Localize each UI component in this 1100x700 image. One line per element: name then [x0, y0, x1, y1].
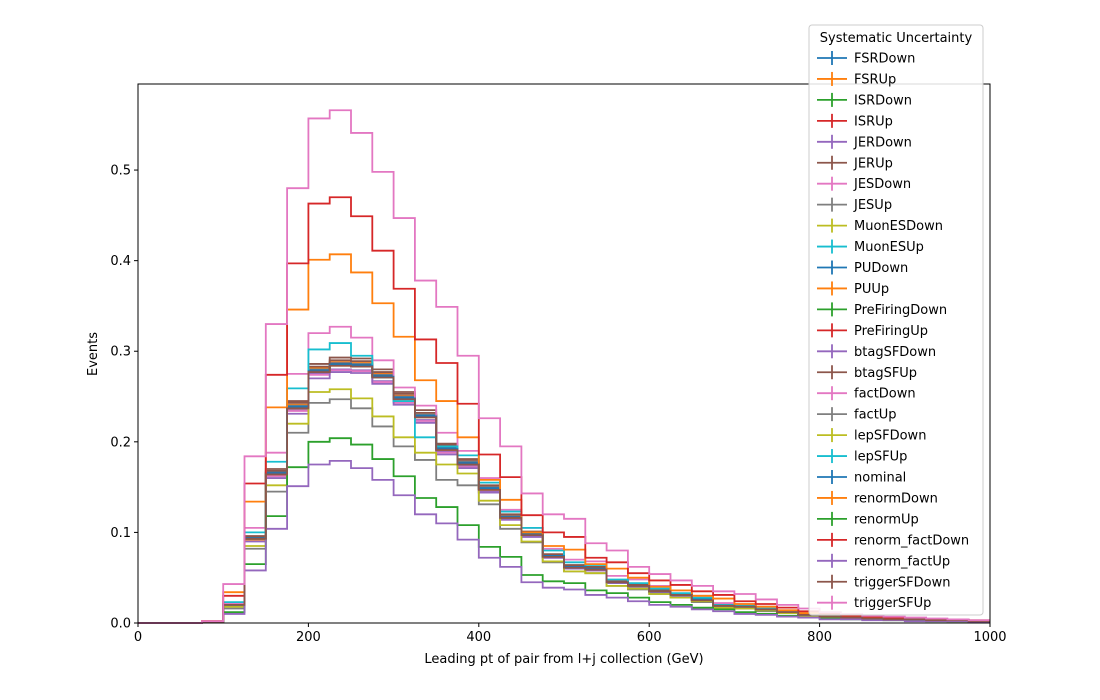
x-tick-label: 0 [134, 630, 142, 645]
series-line-renorm_factUp [138, 459, 990, 624]
legend-item-renorm_factUp: renorm_factUp [817, 553, 950, 569]
legend-item-btagSFUp: btagSFUp [817, 365, 917, 381]
legend-label: PreFiringDown [854, 303, 947, 318]
legend-label: ISRDown [854, 93, 912, 108]
series-line-triggerSFDown [138, 364, 990, 624]
legend-label: factUp [854, 408, 897, 423]
legend-item-ISRUp: ISRUp [817, 113, 893, 129]
legend-label: triggerSFDown [854, 575, 950, 590]
legend-label: FSRDown [854, 52, 915, 67]
x-axis: 0 200 400 600 800 1000 [134, 623, 1007, 645]
legend-label: JERDown [853, 135, 912, 150]
legend-item-JERUp: JERUp [817, 155, 893, 171]
legend-item-nominal: nominal [817, 470, 906, 486]
y-tick-label: 0.3 [110, 345, 131, 360]
legend-item-JERDown: JERDown [817, 134, 912, 150]
legend-item-lepSFUp: lepSFUp [817, 449, 907, 465]
legend-item-triggerSFDown: triggerSFDown [817, 574, 950, 590]
legend-item-PUUp: PUUp [817, 281, 889, 297]
legend-label: ISRUp [854, 114, 893, 129]
legend-item-JESDown: JESDown [817, 176, 911, 192]
y-tick-label: 0.4 [110, 254, 131, 269]
legend-item-btagSFDown: btagSFDown [817, 344, 936, 360]
legend-label: triggerSFUp [854, 596, 931, 611]
legend-label: renormDown [854, 491, 938, 506]
legend: Systematic Uncertainty FSRDown FSRUp ISRDo… [808, 24, 984, 616]
legend-item-renorm_factDown: renorm_factDown [817, 532, 969, 548]
legend-label: PUUp [854, 282, 889, 297]
legend-label: PUDown [854, 261, 908, 276]
legend-item-PreFiringUp: PreFiringUp [817, 323, 928, 339]
legend-item-ISRDown: ISRDown [817, 92, 912, 108]
y-axis-title: Events [86, 332, 101, 376]
legend-item-factUp: factUp [817, 407, 897, 423]
legend-item-JESUp: JESUp [817, 197, 892, 213]
legend-label: MuonESUp [854, 240, 924, 255]
x-tick-label: 1000 [973, 630, 1006, 645]
legend-item-renormUp: renormUp [817, 511, 919, 527]
plot-frame [137, 83, 991, 624]
x-tick-label: 200 [296, 630, 321, 645]
legend-label: PreFiringUp [854, 324, 928, 339]
x-tick-label: 600 [637, 630, 662, 645]
legend-label: JESDown [853, 177, 911, 192]
legend-label: btagSFUp [854, 366, 917, 381]
legend-label: renorm_factUp [854, 554, 950, 569]
legend-label: renormUp [854, 512, 919, 527]
legend-item-factDown: factDown [817, 386, 916, 402]
legend-label: renorm_factDown [854, 533, 969, 548]
legend-label: JERUp [853, 156, 893, 171]
legend-frame [808, 24, 984, 616]
legend-title: Systematic Uncertainty [820, 31, 973, 46]
legend-label: JESUp [853, 198, 892, 213]
legend-label: lepSFUp [854, 450, 907, 465]
legend-item-FSRDown: FSRDown [817, 51, 915, 67]
x-tick-label: 400 [466, 630, 491, 645]
legend-label: factDown [854, 387, 916, 402]
legend-item-renormDown: renormDown [817, 490, 938, 506]
y-tick-label: 0.1 [110, 526, 131, 541]
legend-item-triggerSFUp: triggerSFUp [817, 595, 931, 611]
legend-label: btagSFDown [854, 345, 936, 360]
legend-item-PreFiringDown: PreFiringDown [817, 302, 947, 318]
y-tick-label: 0.0 [110, 617, 131, 632]
legend-label: FSRUp [854, 72, 896, 87]
legend-label: MuonESDown [854, 219, 943, 234]
legend-item-lepSFDown: lepSFDown [817, 428, 926, 444]
y-tick-label: 0.5 [110, 164, 131, 179]
y-tick-label: 0.2 [110, 435, 131, 450]
legend-label: lepSFDown [854, 429, 926, 444]
x-tick-label: 800 [807, 630, 832, 645]
legend-item-PUDown: PUDown [817, 260, 908, 276]
x-axis-title: Leading pt of pair from l+j collection (… [424, 652, 703, 667]
legend-items: FSRDown FSRUp ISRDown ISRUp JERDown JERUp JESD… [817, 51, 969, 611]
legend-item-MuonESDown: MuonESDown [817, 218, 943, 234]
legend-label: nominal [854, 471, 906, 486]
y-axis: 0.0 0.1 0.2 0.3 0.4 0.5 [110, 164, 138, 632]
legend-item-FSRUp: FSRUp [817, 71, 896, 87]
series-layer [138, 109, 990, 624]
legend-item-MuonESUp: MuonESUp [817, 239, 924, 255]
